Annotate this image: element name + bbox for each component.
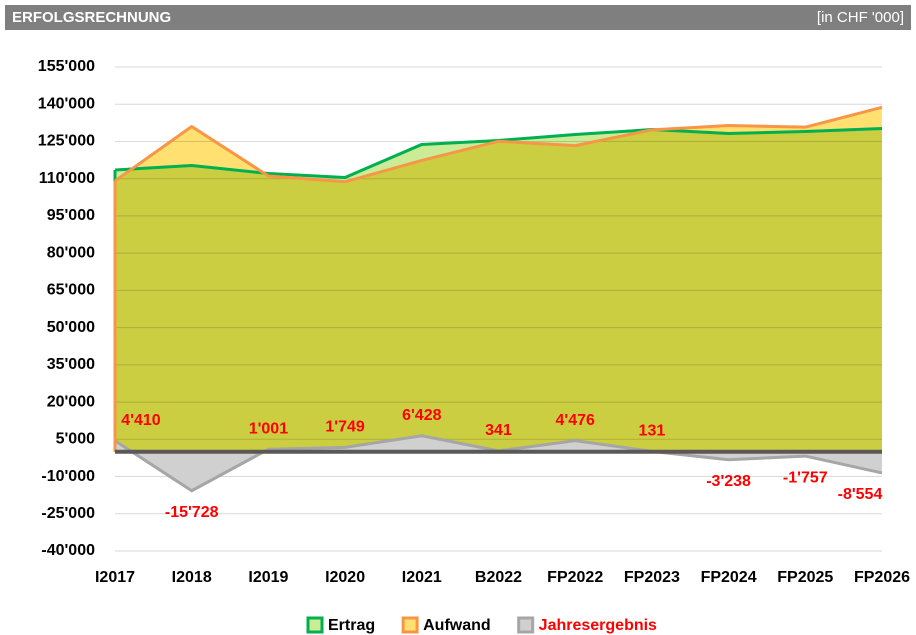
y-tick-label: -40'000	[41, 542, 95, 559]
data-label: -15'728	[165, 504, 219, 521]
y-tick-label: 5'000	[56, 431, 96, 448]
data-label: -1'757	[783, 469, 828, 486]
x-tick-label: I2021	[402, 569, 442, 586]
x-tick-label: FP2026	[854, 569, 910, 586]
y-tick-label: 140'000	[38, 95, 95, 112]
x-tick-label: FP2023	[624, 569, 680, 586]
x-tick-label: I2020	[325, 569, 365, 586]
area-line	[114, 105, 883, 184]
legend-label: Aufwand	[423, 617, 491, 634]
x-tick-label: FP2025	[777, 569, 833, 586]
legend-label: Ertrag	[328, 617, 375, 634]
y-tick-label: 65'000	[47, 282, 95, 299]
data-label: 131	[639, 423, 666, 440]
chart-title: ERFOLGSRECHNUNG	[12, 9, 171, 26]
y-tick-label: -10'000	[41, 468, 95, 485]
x-tick-label: B2022	[475, 569, 522, 586]
y-tick-label: -25'000	[41, 505, 95, 522]
chart-subtitle: [in CHF '000]	[817, 9, 904, 26]
legend-swatch	[517, 616, 535, 634]
y-tick-label: 125'000	[38, 133, 95, 150]
legend-swatch	[401, 616, 419, 634]
legend-swatch	[306, 616, 324, 634]
x-tick-label: FP2024	[701, 569, 757, 586]
area	[115, 107, 882, 452]
data-label: 4'476	[555, 412, 595, 429]
data-label: 4'410	[121, 412, 161, 429]
data-label: 1'001	[249, 420, 289, 437]
data-label: 1'749	[325, 419, 365, 436]
data-label: -8'554	[838, 486, 883, 503]
y-tick-label: 110'000	[39, 170, 95, 187]
x-tick-label: FP2022	[547, 569, 603, 586]
header-bar	[5, 5, 911, 30]
y-tick-label: 80'000	[47, 244, 95, 261]
y-tick-label: 50'000	[47, 319, 95, 336]
data-label: 341	[485, 422, 512, 439]
y-tick-label: 20'000	[47, 393, 95, 410]
y-tick-label: 155'000	[38, 58, 95, 75]
data-label: 6'428	[402, 407, 442, 424]
y-tick-label: 35'000	[47, 356, 95, 373]
y-tick-label: 95'000	[47, 207, 95, 224]
legend-label: Jahresergebnis	[539, 617, 657, 634]
x-tick-label: I2018	[172, 569, 212, 586]
data-label: -3'238	[706, 473, 751, 490]
x-tick-label: I2017	[95, 569, 135, 586]
x-tick-label: I2019	[248, 569, 288, 586]
